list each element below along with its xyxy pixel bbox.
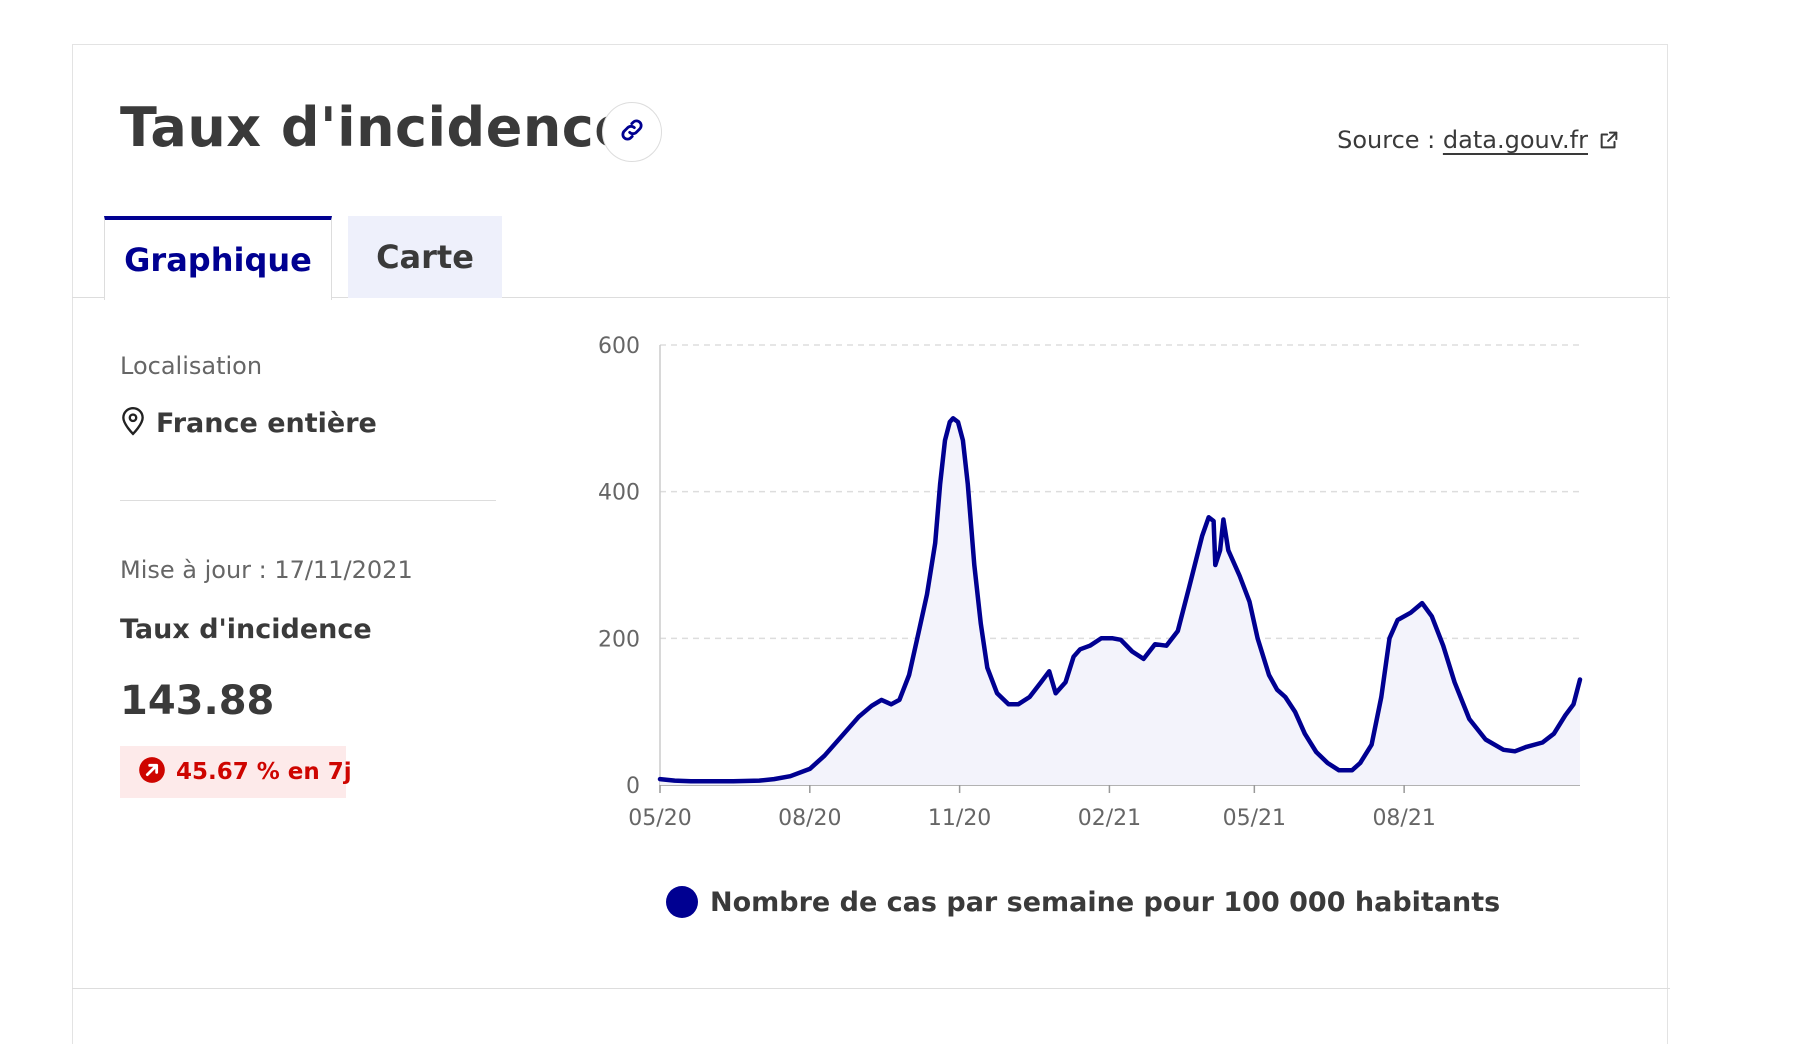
sidebar-separator <box>120 500 496 501</box>
x-tick-label: 11/20 <box>928 806 991 831</box>
y-tick-label: 200 <box>598 627 640 652</box>
y-tick-label: 0 <box>626 774 640 799</box>
legend-label: Nombre de cas par semaine pour 100 000 h… <box>710 886 1501 918</box>
metric-label: Taux d'incidence <box>120 614 372 645</box>
series-line <box>657 416 1583 784</box>
y-tick-label: 400 <box>598 481 640 506</box>
metric-value: 143.88 <box>120 678 275 724</box>
copy-link-button[interactable] <box>602 102 662 162</box>
external-link-icon <box>1598 129 1620 151</box>
card-bottom-divider <box>72 988 1670 989</box>
tab-carte[interactable]: Carte <box>348 216 502 298</box>
incidence-chart: 0 200 400 600 05/20 08/20 11/20 02/21 05/21 08/21 <box>598 334 1583 831</box>
update-date: Mise à jour : 17/11/2021 <box>120 556 413 584</box>
source-info: Source : data.gouv.fr <box>1337 126 1620 154</box>
series-area <box>660 418 1580 785</box>
location-label: Localisation <box>120 352 263 380</box>
x-tick-label: 08/20 <box>778 806 841 831</box>
link-icon <box>618 116 646 148</box>
x-tick-label: 05/20 <box>628 806 691 831</box>
location-selector[interactable]: France entière <box>120 406 377 440</box>
y-tick-label: 600 <box>598 334 640 359</box>
tab-graphique[interactable]: Graphique <box>104 216 332 300</box>
chart-legend[interactable]: Nombre de cas par semaine pour 100 000 h… <box>666 886 1500 918</box>
x-tick-label: 08/21 <box>1372 806 1435 831</box>
change-text: 45.67 % en 7j <box>176 759 352 785</box>
source-link[interactable]: data.gouv.fr <box>1442 126 1588 154</box>
incidence-card <box>72 44 1668 1044</box>
arrow-up-right-icon <box>138 756 166 788</box>
x-tick-label: 05/21 <box>1223 806 1286 831</box>
legend-marker <box>666 886 698 918</box>
change-badge: 45.67 % en 7j <box>120 746 352 798</box>
location-pin-icon <box>120 406 146 440</box>
page-title: Taux d'incidence <box>120 96 632 159</box>
location-value: France entière <box>156 407 377 439</box>
x-tick-label: 02/21 <box>1078 806 1141 831</box>
tabs-divider <box>72 297 1670 298</box>
source-prefix: Source : <box>1337 126 1436 154</box>
